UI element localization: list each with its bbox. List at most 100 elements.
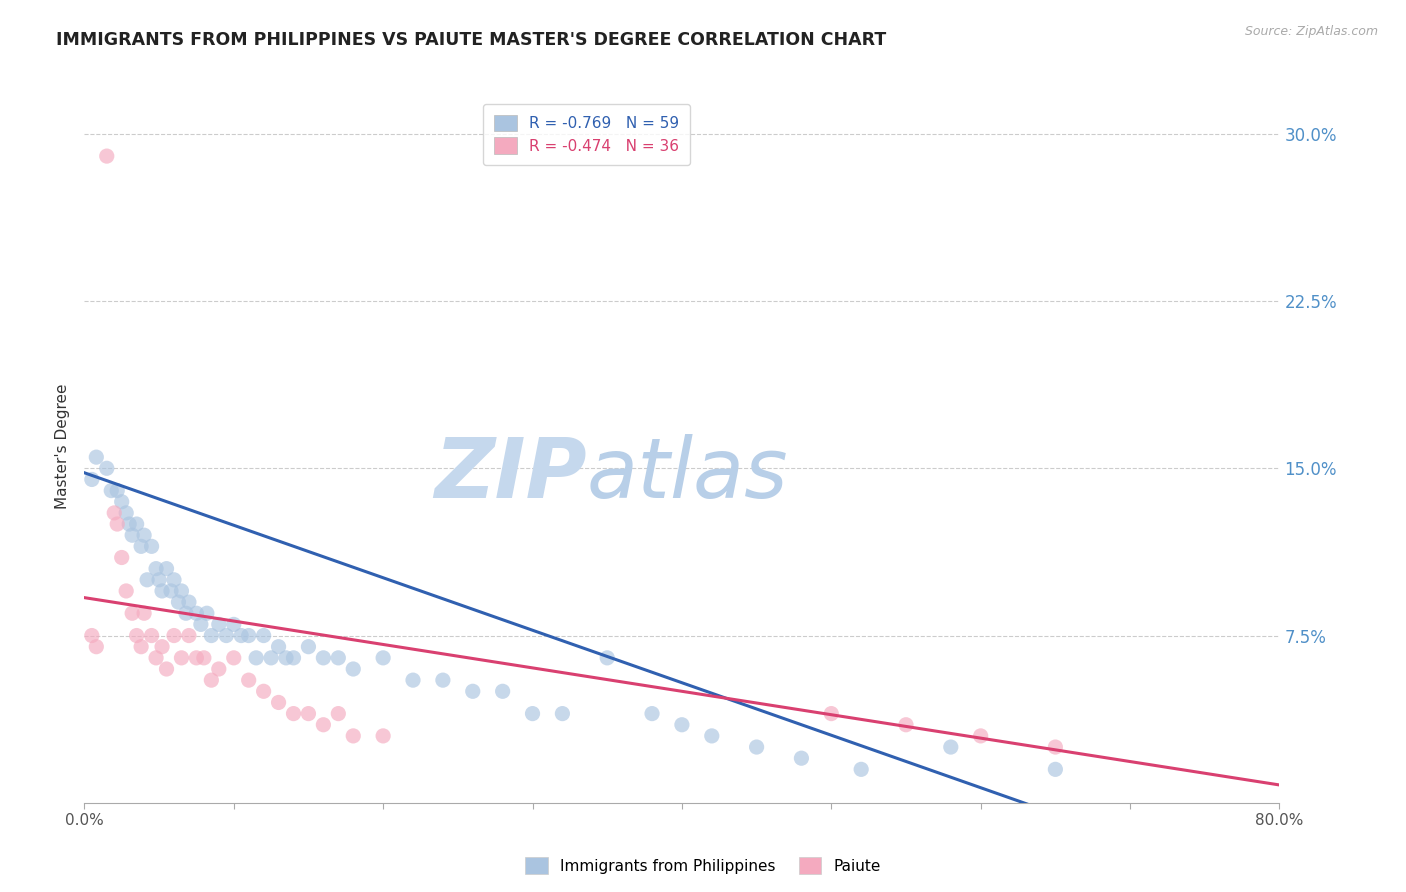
Point: [432, 673, 454, 687]
Point: [111, 494, 134, 508]
Point: [145, 651, 167, 665]
Y-axis label: Master's Degree: Master's Degree: [55, 384, 70, 508]
Point: [115, 506, 138, 520]
Point: [492, 684, 515, 698]
Point: [312, 651, 335, 665]
Point: [129, 539, 152, 553]
Point: [245, 651, 267, 665]
Point: [129, 640, 152, 654]
Point: [125, 628, 148, 642]
Point: [163, 573, 186, 587]
Point: [551, 706, 574, 721]
Point: [195, 607, 218, 621]
Point: [342, 729, 364, 743]
Point: [80, 473, 103, 487]
Point: [671, 717, 693, 731]
Point: [150, 583, 173, 598]
Point: [283, 651, 305, 665]
Point: [141, 539, 163, 553]
Point: [200, 628, 222, 642]
Point: [150, 640, 173, 654]
Point: [238, 628, 260, 642]
Point: [312, 717, 335, 731]
Point: [894, 717, 917, 731]
Point: [283, 706, 305, 721]
Point: [267, 696, 290, 710]
Point: [100, 483, 122, 498]
Point: [297, 640, 319, 654]
Point: [155, 662, 177, 676]
Point: [253, 628, 276, 642]
Point: [208, 617, 231, 632]
Point: [522, 706, 544, 721]
Point: [190, 617, 212, 632]
Point: [222, 651, 245, 665]
Point: [125, 517, 148, 532]
Point: [80, 628, 103, 642]
Point: [297, 706, 319, 721]
Point: [105, 483, 128, 498]
Point: [208, 662, 231, 676]
Point: [371, 729, 394, 743]
Point: [222, 617, 245, 632]
Point: [177, 628, 200, 642]
Point: [86, 450, 108, 465]
Point: [342, 662, 364, 676]
Point: [136, 573, 159, 587]
Point: [260, 651, 283, 665]
Point: [186, 651, 208, 665]
Text: IMMIGRANTS FROM PHILIPPINES VS PAIUTE MASTER'S DEGREE CORRELATION CHART: IMMIGRANTS FROM PHILIPPINES VS PAIUTE MA…: [56, 31, 887, 49]
Point: [96, 461, 118, 475]
Point: [274, 651, 297, 665]
Point: [820, 706, 842, 721]
Point: [118, 517, 141, 532]
Point: [115, 583, 138, 598]
Point: [371, 651, 394, 665]
Legend: Immigrants from Philippines, Paiute: Immigrants from Philippines, Paiute: [519, 851, 887, 880]
Point: [121, 607, 143, 621]
Point: [267, 640, 290, 654]
Point: [174, 607, 197, 621]
Point: [145, 562, 167, 576]
Point: [167, 595, 190, 609]
Point: [163, 628, 186, 642]
Point: [193, 651, 215, 665]
Point: [148, 573, 170, 587]
Text: ZIP: ZIP: [433, 434, 586, 515]
Point: [1045, 740, 1067, 755]
Point: [1045, 762, 1067, 776]
Point: [170, 651, 193, 665]
Point: [160, 583, 183, 598]
Point: [231, 628, 253, 642]
Point: [96, 149, 118, 163]
Point: [402, 673, 425, 687]
Point: [849, 762, 872, 776]
Point: [132, 607, 156, 621]
Point: [970, 729, 993, 743]
Text: Source: ZipAtlas.com: Source: ZipAtlas.com: [1244, 25, 1378, 38]
Point: [596, 651, 619, 665]
Point: [745, 740, 768, 755]
Legend: R = -0.769   N = 59, R = -0.474   N = 36: R = -0.769 N = 59, R = -0.474 N = 36: [484, 104, 689, 165]
Point: [253, 684, 276, 698]
Point: [141, 628, 163, 642]
Point: [700, 729, 723, 743]
Point: [103, 506, 125, 520]
Point: [111, 550, 134, 565]
Point: [155, 562, 177, 576]
Point: [328, 651, 350, 665]
Point: [177, 595, 200, 609]
Point: [939, 740, 962, 755]
Point: [132, 528, 156, 542]
Point: [105, 517, 128, 532]
Point: [86, 640, 108, 654]
Point: [186, 607, 208, 621]
Point: [215, 628, 238, 642]
Point: [790, 751, 813, 765]
Point: [328, 706, 350, 721]
Point: [238, 673, 260, 687]
Point: [170, 583, 193, 598]
Point: [461, 684, 484, 698]
Text: atlas: atlas: [586, 434, 787, 515]
Point: [641, 706, 664, 721]
